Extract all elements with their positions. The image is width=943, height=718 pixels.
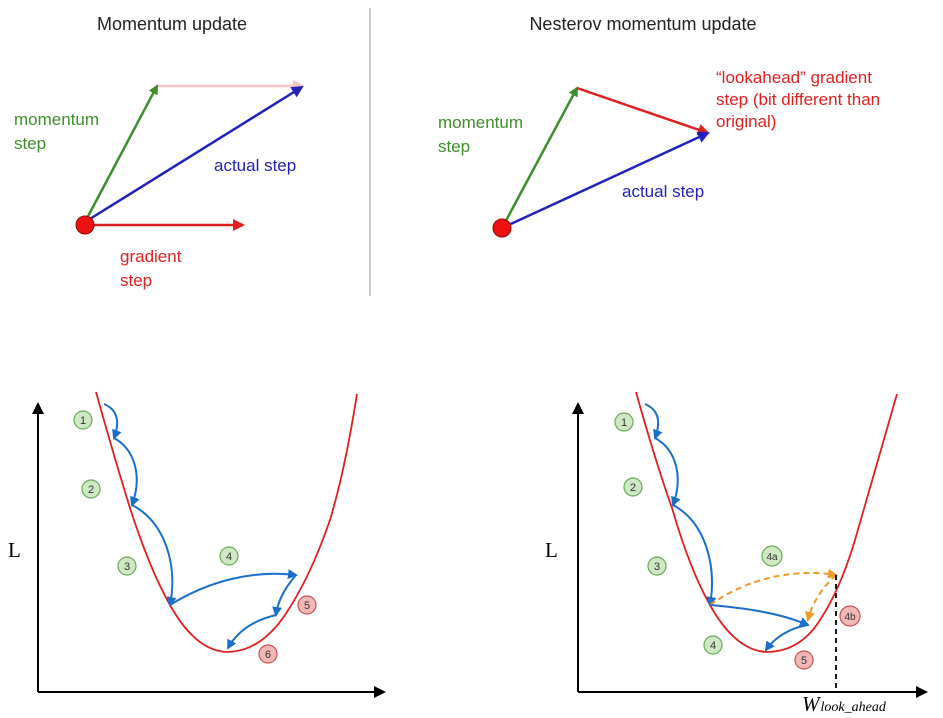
svg-text:2: 2: [630, 482, 636, 494]
momentum-step-label: momentum step: [14, 110, 104, 153]
step-badge: 4b: [839, 605, 861, 627]
lookahead-momentum-arrow: [709, 568, 838, 606]
step-5-arrow: [272, 574, 297, 617]
y-axis-label: L: [545, 538, 558, 562]
start-point: [492, 218, 512, 238]
momentum-update-title: Momentum update: [97, 14, 247, 34]
svg-text:4a: 4a: [766, 552, 778, 563]
svg-text:6: 6: [265, 649, 271, 661]
step-2-arrow: [113, 437, 140, 507]
step-5-arrow: [764, 624, 809, 652]
nesterov-update-panel: Nesterov momentum update momentum step a…: [438, 14, 885, 238]
step-badge: 6: [258, 644, 278, 664]
step-badge: 2: [81, 479, 101, 499]
momentum-step-arrow: [500, 86, 579, 229]
momentum-step-label: momentum step: [438, 113, 528, 156]
step-badge: 1: [73, 410, 93, 430]
step-badge: 4: [219, 546, 239, 566]
step-3-arrow: [672, 504, 717, 607]
svg-text:1: 1: [80, 415, 86, 427]
svg-text:5: 5: [801, 655, 807, 667]
svg-text:2: 2: [88, 484, 94, 496]
step-badge: 4a: [761, 545, 783, 567]
svg-text:4b: 4b: [844, 612, 856, 623]
step-badge: 3: [647, 556, 667, 576]
nesterov-loss-plot: L 1 2 3 4a 4 4b: [545, 391, 928, 716]
step-6-arrow: [227, 614, 277, 650]
step-2-arrow: [654, 437, 681, 507]
actual-step-label: actual step: [622, 182, 704, 201]
loss-curve: [95, 391, 358, 653]
step-4-arrow: [709, 604, 810, 627]
lookahead-gradient-label: “lookahead” gradient step (bit different…: [716, 68, 885, 131]
svg-text:4: 4: [710, 640, 716, 652]
start-point: [75, 215, 95, 235]
svg-text:3: 3: [654, 561, 660, 573]
lookahead-gradient-arrow: [576, 86, 710, 136]
gradient-step-label: gradient step: [120, 247, 186, 290]
actual-step-arrow: [84, 85, 304, 224]
step-1-arrow: [644, 403, 663, 440]
step-badge: 3: [117, 556, 137, 576]
actual-step-label: actual step: [214, 156, 296, 175]
momentum-loss-plot: L 1 2 3 4 5 6: [8, 391, 386, 698]
lookahead-gradient-arrow: [804, 574, 837, 622]
momentum-update-panel: Momentum update momentum step actual ste…: [14, 14, 305, 290]
svg-text:5: 5: [304, 600, 310, 612]
step-badge: 1: [614, 412, 634, 432]
step-3-arrow: [131, 504, 177, 607]
step-badge: 5: [794, 650, 814, 670]
svg-text:1: 1: [621, 417, 627, 429]
nesterov-update-title: Nesterov momentum update: [529, 14, 756, 34]
step-4-arrow: [169, 569, 298, 606]
y-axis-label: L: [8, 538, 21, 562]
step-badge: 5: [297, 595, 317, 615]
actual-step-arrow: [501, 131, 710, 230]
step-badge: 2: [623, 477, 643, 497]
step-1-arrow: [103, 403, 122, 440]
loss-curve: [635, 391, 898, 653]
svg-text:3: 3: [124, 561, 130, 573]
step-badge: 4: [703, 635, 723, 655]
lookahead-x-marker: Wlook_ahead: [802, 692, 887, 716]
svg-text:4: 4: [226, 551, 232, 563]
momentum-step-arrow: [83, 84, 159, 223]
